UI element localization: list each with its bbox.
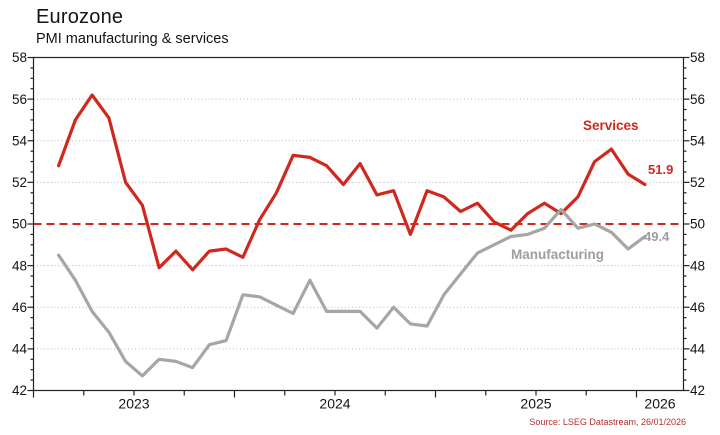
x-year-label: 2024: [319, 396, 350, 412]
x-year-label: 2023: [118, 396, 149, 412]
y-tick-label-left: 58: [12, 50, 27, 65]
y-tick-label-right: 44: [690, 342, 706, 357]
y-tick-label-left: 56: [12, 92, 27, 107]
manufacturing-series-label: Manufacturing: [511, 247, 604, 262]
services-last-value: 51.9: [648, 162, 674, 177]
x-year-label: 2026: [644, 396, 675, 412]
manufacturing-last-value: 49.4: [644, 229, 670, 244]
manufacturing-line: [56, 207, 647, 378]
y-tick-label-left: 44: [12, 342, 28, 357]
y-tick-label-left: 48: [12, 258, 27, 273]
y-tick-label-left: 52: [12, 175, 27, 190]
y-tick-label-right: 54: [690, 133, 706, 148]
y-tick-label-right: 48: [690, 258, 705, 273]
y-tick-label-left: 42: [12, 383, 27, 398]
chart-subtitle: PMI manufacturing & services: [36, 31, 229, 47]
y-tick-label-left: 50: [12, 217, 27, 232]
source-attribution: Source: LSEG Datastream, 26/01/2026: [529, 417, 686, 427]
y-tick-label-right: 42: [690, 383, 705, 398]
services-line: [56, 93, 647, 272]
y-tick-label-right: 46: [690, 300, 705, 315]
y-tick-label-left: 54: [12, 133, 28, 148]
y-tick-label-left: 46: [12, 300, 27, 315]
y-tick-label-right: 58: [690, 50, 705, 65]
x-year-label: 2025: [520, 396, 551, 412]
services-series-label: Services: [583, 118, 639, 133]
y-tick-label-right: 52: [690, 175, 705, 190]
y-tick-label-right: 56: [690, 92, 705, 107]
y-tick-label-right: 50: [690, 217, 705, 232]
chart-title: Eurozone: [36, 6, 124, 28]
